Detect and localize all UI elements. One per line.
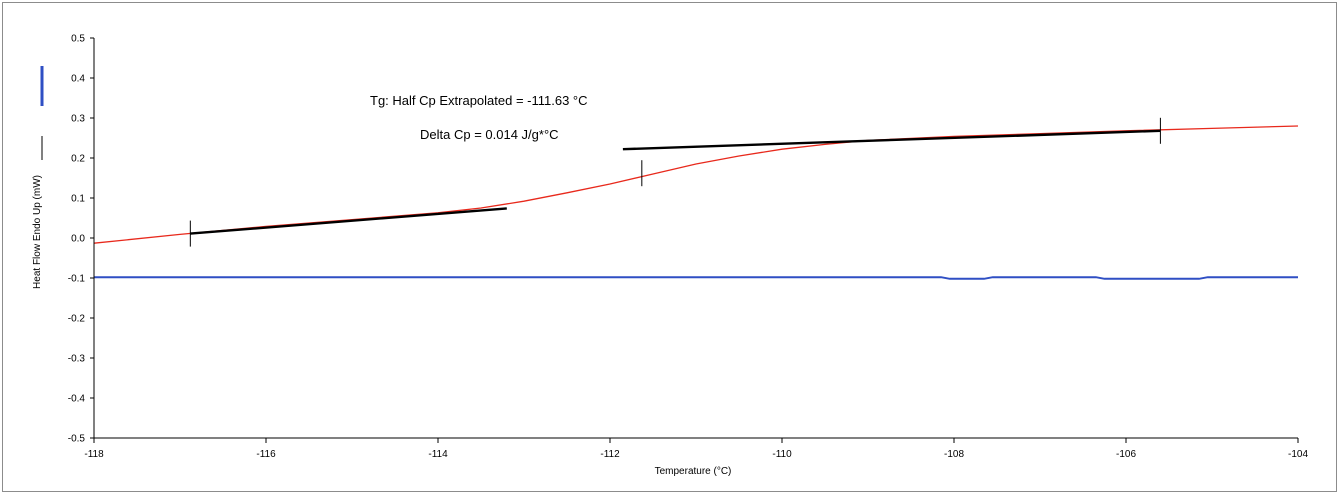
y-tick-label: 0.2 bbox=[71, 154, 85, 165]
y-tick-label: 0.1 bbox=[71, 194, 85, 205]
x-tick-label: -106 bbox=[1116, 449, 1136, 460]
y-tick-group: 0.5 0.4 0.3 0.2 0.1 0.0 -0.1 -0.2 -0.3 -0.4 -0.5 bbox=[68, 34, 94, 445]
tangent-line-lower bbox=[190, 207, 507, 235]
y-tick-label: 0.5 bbox=[71, 34, 85, 45]
y-tick-label: -0.2 bbox=[68, 314, 86, 325]
annotation-tg: Tg: Half Cp Extrapolated = -111.63 °C bbox=[370, 93, 588, 108]
y-tick-label: 0.0 bbox=[71, 234, 85, 245]
x-tick-label: -104 bbox=[1288, 449, 1308, 460]
y-tick-label: -0.1 bbox=[68, 274, 86, 285]
x-tick-label: -118 bbox=[84, 449, 104, 460]
x-tick-label: -108 bbox=[944, 449, 964, 460]
x-tick-group: -118 -116 -114 -112 -110 -108 -106 -104 bbox=[84, 438, 1308, 460]
y-tick-label: 0.4 bbox=[71, 74, 85, 85]
y-tick-label: -0.4 bbox=[68, 394, 86, 405]
y-tick-label: 0.3 bbox=[71, 114, 85, 125]
marker-group bbox=[189, 117, 1161, 247]
x-tick-label: -110 bbox=[772, 449, 792, 460]
series-line-red bbox=[93, 125, 1299, 244]
series-line-blue bbox=[94, 276, 1298, 280]
tangent-line-upper bbox=[622, 129, 1161, 151]
y-tick-label: -0.3 bbox=[68, 354, 86, 365]
y-tick-label: -0.5 bbox=[68, 434, 86, 445]
x-axis-title: Temperature (°C) bbox=[655, 466, 732, 477]
y-axis-title: Heat Flow Endo Up (mW) bbox=[32, 175, 43, 289]
x-tick-label: -112 bbox=[600, 449, 620, 460]
tangent-group bbox=[190, 129, 1161, 235]
x-tick-label: -114 bbox=[428, 449, 448, 460]
annotation-delta-cp: Delta Cp = 0.014 J/g*°C bbox=[420, 127, 559, 142]
series-group bbox=[93, 125, 1299, 280]
x-tick-label: -116 bbox=[256, 449, 276, 460]
